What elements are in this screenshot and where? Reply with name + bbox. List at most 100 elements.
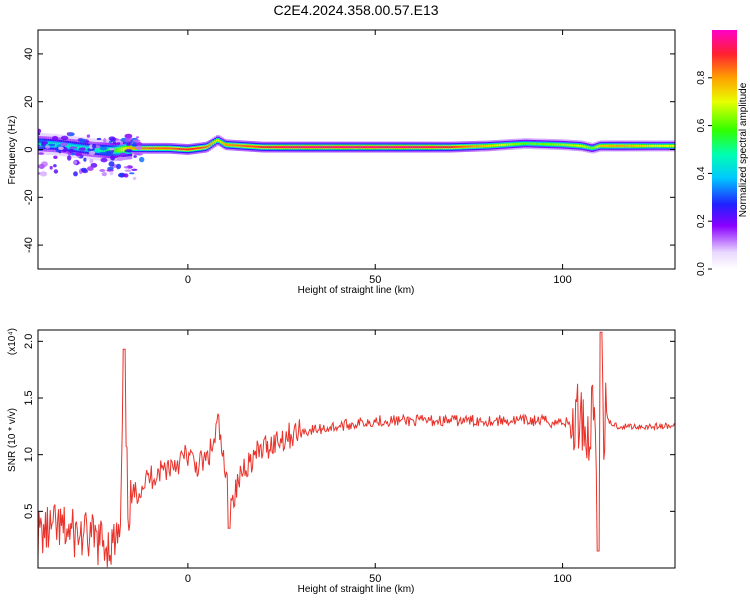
spectrogram-cell [172, 147, 176, 150]
spectrogram-cell [452, 146, 455, 148]
spectrogram-cell [626, 144, 629, 147]
spectrogram-cell [120, 147, 123, 152]
spectrogram-speckle [75, 152, 82, 157]
spectrogram-cell [309, 146, 313, 149]
spectrogram-cell [229, 144, 232, 146]
spectrogram-cell [431, 146, 434, 149]
spectrogram-cell [54, 142, 58, 147]
spectrogram-cell [294, 146, 298, 149]
spectrogram-cell [388, 146, 391, 149]
spectrogram-cell [144, 147, 148, 150]
spectrogram-speckle [87, 166, 94, 172]
spectrogram-cell [645, 144, 648, 147]
spectrogram-cell [643, 144, 646, 147]
spectrogram-cell [281, 146, 285, 149]
spectrogram-cell [468, 145, 472, 148]
spectrogram-cell [154, 147, 157, 150]
spectrogram-cell [322, 146, 326, 149]
spectrogram-speckle [79, 138, 87, 144]
spectrogram-cell [156, 147, 159, 150]
spectrogram-cell [577, 144, 581, 147]
spectrogram-cell [558, 143, 562, 146]
spectrogram-cell [553, 143, 556, 146]
spectrogram-cell [126, 146, 129, 151]
spectrogram-cell [570, 144, 573, 147]
spectrogram-cell [176, 147, 180, 150]
spectrogram-cell [208, 144, 211, 147]
spectrogram-cell [660, 144, 663, 147]
spectrogram-cell [238, 144, 241, 147]
figure-title: C2E4.2024.358.00.57.E13 [273, 2, 438, 18]
spectrogram-cell [257, 145, 260, 148]
spectrogram-cell [274, 146, 277, 149]
spectrogram-y-tick-label: -40 [23, 237, 35, 253]
spectrogram-cell [275, 146, 279, 149]
spectrogram-cell [586, 146, 590, 149]
spectrogram-speckle [73, 160, 78, 165]
colorbar: 0.0 0.2 0.4 0.6 0.8 Normalized spectral ampl… [696, 30, 749, 276]
spectrogram-speckle [132, 176, 137, 181]
spectrogram-cell [96, 147, 99, 152]
spectrogram-cell [180, 148, 183, 151]
spectrogram-cell [504, 143, 507, 146]
spectrogram-cell [461, 145, 464, 148]
spectrogram-cell [393, 146, 397, 149]
spectrogram-cell [191, 147, 195, 150]
spectrogram-cell [615, 144, 618, 147]
spectrogram-speckle [135, 145, 142, 151]
spectrogram-cell [560, 143, 564, 146]
spectrogram-cell [349, 146, 352, 149]
spectrogram-cell [69, 144, 73, 149]
spectrogram-cell [663, 144, 667, 147]
spectrogram-cell [182, 148, 185, 151]
spectrogram-cell [581, 145, 584, 148]
spectrogram-cell [225, 143, 228, 146]
spectrogram-cell [193, 147, 196, 150]
spectrogram-x-tick-label: 0 [185, 274, 191, 286]
spectrogram-cell [94, 147, 97, 152]
spectrogram-cell [296, 146, 300, 149]
spectrogram-cell [622, 144, 626, 147]
spectrogram-cell [319, 146, 322, 149]
spectrogram-speckle [69, 146, 78, 149]
spectrogram-cell [360, 146, 363, 149]
spectrogram-cell [500, 144, 504, 146]
spectrogram-cell [178, 148, 181, 150]
spectrogram-y-tick-label: 0 [23, 146, 35, 152]
spectrogram-cell [118, 147, 122, 152]
colorbar-ticks: 0.0 0.2 0.4 0.6 0.8 [696, 70, 712, 276]
spectrogram-speckle [107, 166, 114, 170]
spectrogram-cell [476, 145, 479, 148]
spectrogram-cell [667, 144, 670, 147]
spectrogram-cell [508, 143, 511, 146]
spectrogram-cell [38, 141, 41, 146]
spectrogram-speckle [58, 146, 64, 151]
spectrogram-cell [129, 146, 133, 151]
spectrogram-cell [423, 146, 427, 149]
spectrogram-cell [510, 143, 513, 146]
spectrogram-cell [187, 148, 191, 151]
spectrogram-cell [157, 147, 161, 150]
spectrogram-cell [478, 145, 481, 148]
spectrogram-cell [498, 144, 502, 147]
spectrogram-speckle [124, 138, 132, 143]
spectrogram-cell [459, 145, 463, 148]
colorbar-label: Normalized spectral amplitude [738, 82, 749, 217]
spectrogram-y-tick-label: 20 [23, 96, 35, 108]
spectrogram-cell [249, 145, 253, 148]
spectrogram-speckle [99, 169, 106, 172]
spectrogram-cell [202, 146, 206, 149]
spectrogram-cell [167, 147, 170, 150]
spectrogram-cell [403, 146, 406, 149]
spectrogram-y-tick-label: -20 [23, 189, 35, 205]
spectrogram-cell [620, 144, 624, 147]
spectrogram-cell [328, 146, 331, 149]
spectrogram-cell [253, 145, 256, 148]
spectrogram-speckle [39, 171, 48, 177]
spectrogram-cell [174, 147, 178, 150]
spectrogram-cell [616, 144, 620, 147]
spectrogram-cell [517, 142, 521, 145]
spectrogram-cell [47, 142, 50, 147]
spectrogram-cell [298, 146, 301, 149]
